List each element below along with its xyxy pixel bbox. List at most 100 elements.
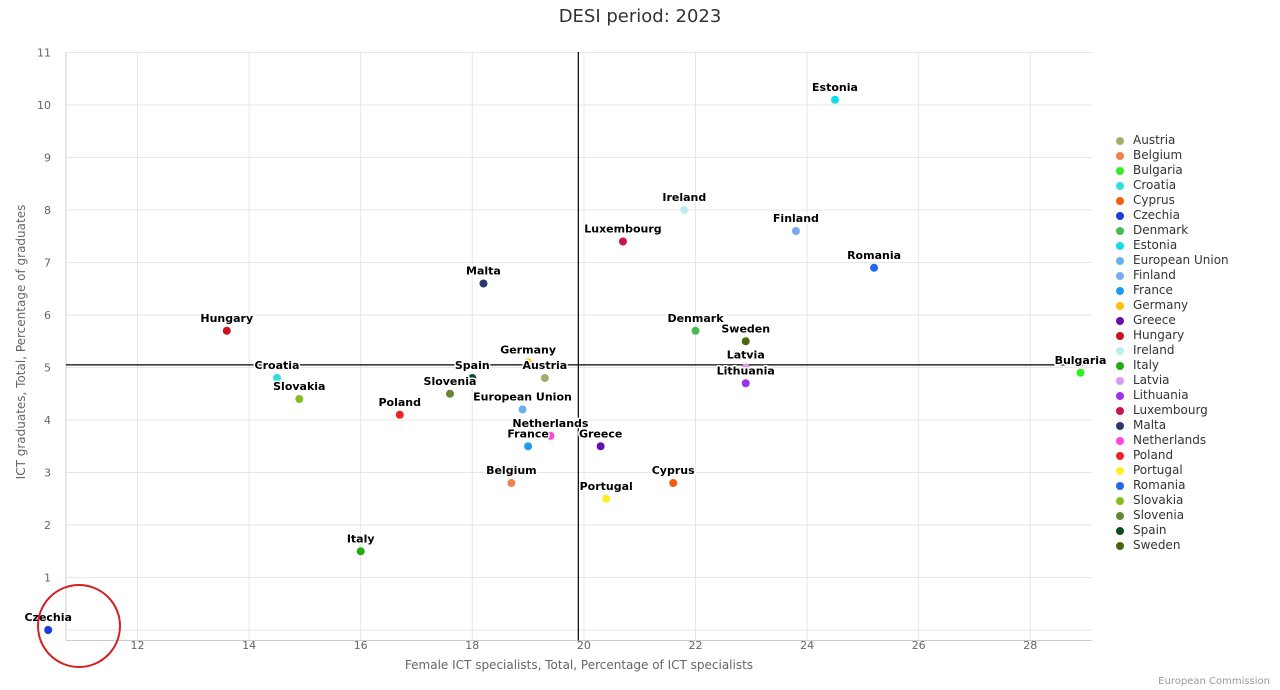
legend-item[interactable]: Spain: [1116, 523, 1229, 538]
legend-marker: [1116, 301, 1124, 310]
legend-marker: [1116, 406, 1124, 415]
data-label: Ireland: [662, 191, 706, 204]
data-point[interactable]: [524, 442, 533, 451]
data-point[interactable]: [507, 479, 516, 487]
legend-label: Malta: [1133, 418, 1167, 432]
legend-item[interactable]: Finland: [1116, 268, 1229, 283]
legend-item[interactable]: Italy: [1116, 358, 1229, 373]
data-label: Romania: [847, 249, 901, 262]
legend-item[interactable]: Luxembourg: [1116, 403, 1229, 418]
legend-label: Latvia: [1133, 373, 1170, 387]
legend-item[interactable]: Netherlands: [1116, 433, 1229, 448]
data-point[interactable]: [691, 326, 700, 335]
legend-item[interactable]: Ireland: [1116, 343, 1229, 358]
legend-item[interactable]: Latvia: [1116, 373, 1229, 388]
data-point[interactable]: [741, 337, 750, 346]
legend-item[interactable]: Sweden: [1116, 538, 1229, 553]
legend-marker: [1116, 256, 1124, 265]
legend-label: European Union: [1133, 253, 1229, 267]
legend-marker: [1116, 421, 1124, 430]
axes: 01234567891011121416182022242628: [37, 47, 1092, 652]
legend-label: Finland: [1133, 268, 1176, 282]
legend-item[interactable]: Slovakia: [1116, 493, 1229, 508]
data-label: Belgium: [486, 464, 537, 477]
x-tick-label: 28: [1023, 639, 1037, 652]
data-point[interactable]: [395, 410, 404, 419]
legend-item[interactable]: Croatia: [1116, 178, 1229, 193]
legend-item[interactable]: Belgium: [1116, 148, 1229, 163]
legend-label: Czechia: [1133, 208, 1180, 222]
data-point[interactable]: [680, 206, 689, 214]
x-tick-label: 20: [577, 639, 591, 652]
legend-label: Croatia: [1133, 178, 1177, 192]
legend-item[interactable]: Portugal: [1116, 463, 1229, 478]
legend-marker: [1116, 466, 1124, 475]
data-point[interactable]: [295, 395, 304, 403]
legend-label: Luxembourg: [1133, 403, 1208, 417]
data-point[interactable]: [356, 547, 365, 556]
data-point[interactable]: [741, 379, 750, 388]
legend-item[interactable]: Estonia: [1116, 238, 1229, 253]
data-point[interactable]: [222, 326, 231, 335]
data-label: Greece: [579, 427, 622, 440]
legend-item[interactable]: Lithuania: [1116, 388, 1229, 403]
data-point[interactable]: [524, 358, 533, 367]
data-point[interactable]: [618, 237, 627, 246]
legend-marker: [1116, 526, 1124, 535]
grid: [66, 52, 1092, 641]
legend-marker: [1116, 241, 1124, 250]
legend-item[interactable]: Hungary: [1116, 328, 1229, 343]
data-point[interactable]: [546, 431, 555, 440]
data-point[interactable]: [870, 263, 879, 272]
y-tick-label: 10: [37, 99, 51, 112]
data-point[interactable]: [831, 95, 839, 104]
legend-item[interactable]: Greece: [1116, 313, 1229, 328]
legend-marker: [1116, 496, 1124, 505]
legend-item[interactable]: Germany: [1116, 298, 1229, 313]
data-label: Malta: [466, 265, 501, 278]
data-point[interactable]: [791, 227, 800, 235]
legend-item[interactable]: Denmark: [1116, 223, 1229, 238]
highlight-circle: [37, 584, 121, 668]
legend-item[interactable]: Malta: [1116, 418, 1229, 433]
y-tick-label: 9: [44, 152, 51, 165]
data-label: Finland: [773, 212, 819, 225]
data-point[interactable]: [602, 494, 611, 503]
data-point[interactable]: [468, 374, 477, 382]
y-tick-label: 6: [44, 309, 51, 322]
data-point[interactable]: [44, 626, 53, 634]
legend-label: Netherlands: [1133, 433, 1207, 447]
reference-lines: [66, 52, 1092, 641]
data-label: Croatia: [255, 359, 300, 372]
legend-item[interactable]: Czechia: [1116, 208, 1229, 223]
data-point[interactable]: [741, 363, 750, 372]
data-label: Germany: [500, 343, 556, 356]
legend-item[interactable]: Cyprus: [1116, 193, 1229, 208]
legend-label: Bulgaria: [1133, 163, 1183, 177]
legend-label: Austria: [1133, 133, 1176, 147]
data-point[interactable]: [596, 442, 605, 451]
legend-marker: [1116, 376, 1124, 385]
data-point[interactable]: [518, 405, 527, 414]
data-point[interactable]: [1076, 368, 1085, 377]
legend-item[interactable]: Poland: [1116, 448, 1229, 463]
legend-item[interactable]: Romania: [1116, 478, 1229, 493]
legend-label: Portugal: [1133, 463, 1183, 477]
y-tick-label: 5: [44, 362, 51, 375]
y-tick-label: 8: [44, 204, 51, 217]
legend-marker: [1116, 451, 1124, 460]
x-tick-label: 14: [242, 639, 256, 652]
legend-item[interactable]: Slovenia: [1116, 508, 1229, 523]
data-label: Denmark: [667, 312, 724, 325]
legend-item[interactable]: France: [1116, 283, 1229, 298]
legend-item[interactable]: Austria: [1116, 133, 1229, 148]
data-point[interactable]: [540, 374, 549, 382]
legend-item[interactable]: Bulgaria: [1116, 163, 1229, 178]
data-point[interactable]: [479, 279, 488, 288]
data-point[interactable]: [445, 389, 454, 398]
legend-label: Belgium: [1133, 148, 1183, 162]
data-point[interactable]: [273, 374, 281, 382]
data-point[interactable]: [669, 479, 678, 487]
legend-item[interactable]: European Union: [1116, 253, 1229, 268]
x-tick-label: 24: [800, 639, 814, 652]
